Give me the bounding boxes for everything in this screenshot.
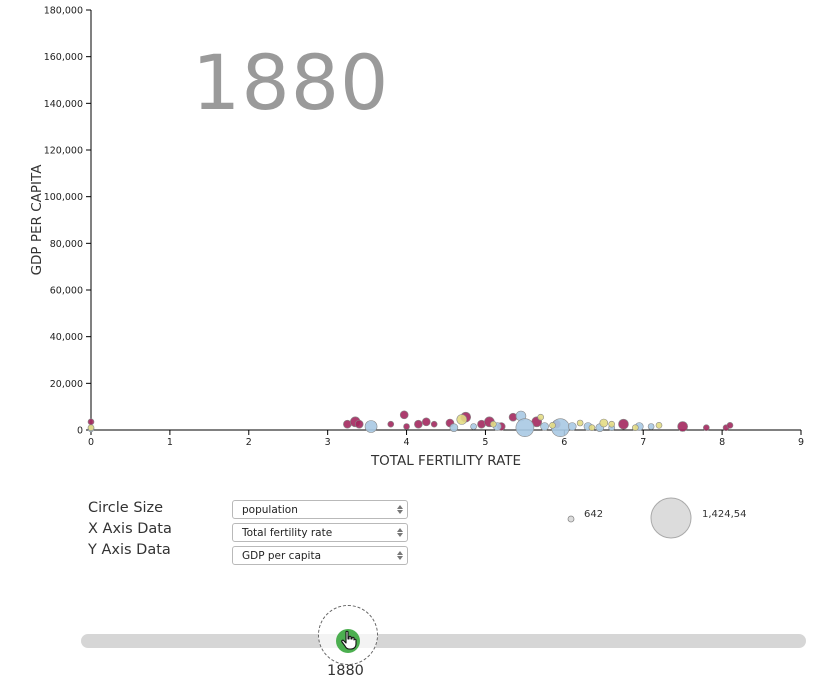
x-tick-label: 0	[88, 437, 94, 448]
data-point-purple	[399, 410, 409, 420]
x-tick-label: 4	[404, 437, 410, 448]
slider-year-label: 1880	[327, 663, 364, 679]
x-tick-label: 5	[482, 437, 488, 448]
data-point-purple	[414, 419, 423, 429]
x-axis-select[interactable]: Total fertility rate	[232, 523, 408, 542]
data-point-yellow	[87, 424, 95, 431]
x-axis-data-label: X Axis Data	[88, 521, 172, 537]
size-legend	[567, 497, 692, 539]
y-tick-label: 160,000	[44, 52, 83, 63]
y-axis: 0 20,000 40,000 60,000 80,000 100,000 120,000 1…	[44, 6, 92, 437]
y-tick-label: 40,000	[50, 332, 83, 343]
scatter-chart: 0 20,000 40,000 60,000 80,000 100,000 120,000 1…	[29, 6, 804, 470]
data-point-blue	[449, 423, 459, 432]
y-axis-label: GDP PER CAPITA	[29, 164, 45, 276]
x-axis: 0 1 2 3 4 5 6 7 8 9	[88, 429, 804, 448]
size-legend-large-label: 1,424,54	[702, 509, 747, 520]
y-tick-label: 60,000	[50, 286, 83, 297]
data-point-purple	[403, 423, 410, 430]
chevron-updown-icon	[397, 526, 403, 539]
data-point-blue	[364, 420, 378, 433]
data-point-purple	[726, 422, 734, 429]
circle-size-value: population	[242, 504, 298, 516]
circle-size-select[interactable]: population	[232, 500, 408, 519]
y-tick-label: 120,000	[44, 146, 83, 157]
data-point-purple	[421, 417, 431, 427]
data-point-purple	[618, 418, 629, 430]
hand-cursor-icon	[341, 630, 357, 650]
year-display: 1880	[192, 38, 390, 127]
x-tick-label: 2	[246, 437, 252, 448]
data-point-yellow	[632, 424, 639, 431]
x-axis-label: TOTAL FERTILITY RATE	[370, 453, 521, 469]
data-point-yellow	[549, 422, 556, 429]
data-point-blue	[567, 422, 577, 431]
y-tick-label: 180,000	[44, 6, 83, 17]
data-point-yellow	[655, 422, 663, 429]
y-axis-select[interactable]: GDP per capita	[232, 546, 408, 565]
data-point-yellow	[456, 414, 468, 425]
data-point-blue	[470, 423, 477, 430]
x-tick-label: 8	[719, 437, 725, 448]
x-tick-label: 7	[640, 437, 646, 448]
size-legend-small-label: 642	[584, 509, 604, 520]
y-axis-data-label: Y Axis Data	[88, 542, 171, 558]
x-tick-label: 9	[798, 437, 804, 448]
circle-size-label: Circle Size	[88, 500, 164, 516]
y-axis-value: GDP per capita	[242, 550, 322, 562]
data-point-purple	[387, 420, 395, 428]
data-point-purple	[354, 419, 364, 429]
data-points	[87, 410, 734, 437]
y-tick-label: 0	[77, 426, 83, 437]
data-point-yellow	[537, 413, 544, 421]
data-point-purple	[677, 421, 688, 432]
data-point-yellow	[608, 420, 615, 428]
data-point-purple	[703, 424, 710, 431]
size-legend-large-circle	[650, 497, 692, 539]
data-point-blue	[540, 422, 549, 431]
chevron-updown-icon	[397, 503, 403, 516]
size-legend-small-circle	[567, 515, 575, 523]
data-point-blue	[647, 423, 655, 430]
data-point-blue	[515, 418, 535, 437]
year-slider-track[interactable]	[81, 634, 806, 648]
x-axis-value: Total fertility rate	[242, 527, 333, 539]
data-point-yellow	[490, 420, 497, 428]
data-point-yellow	[576, 419, 584, 427]
data-point-purple	[430, 420, 438, 428]
chevron-updown-icon	[397, 549, 403, 562]
y-tick-label: 140,000	[44, 99, 83, 110]
data-point-purple	[87, 418, 95, 426]
y-tick-label: 80,000	[50, 239, 83, 250]
y-tick-label: 20,000	[50, 379, 83, 390]
x-tick-label: 3	[325, 437, 331, 448]
x-tick-label: 6	[561, 437, 567, 448]
y-tick-label: 100,000	[44, 192, 83, 203]
x-tick-label: 1	[167, 437, 173, 448]
data-point-yellow	[599, 418, 609, 428]
data-point-yellow	[588, 424, 596, 431]
